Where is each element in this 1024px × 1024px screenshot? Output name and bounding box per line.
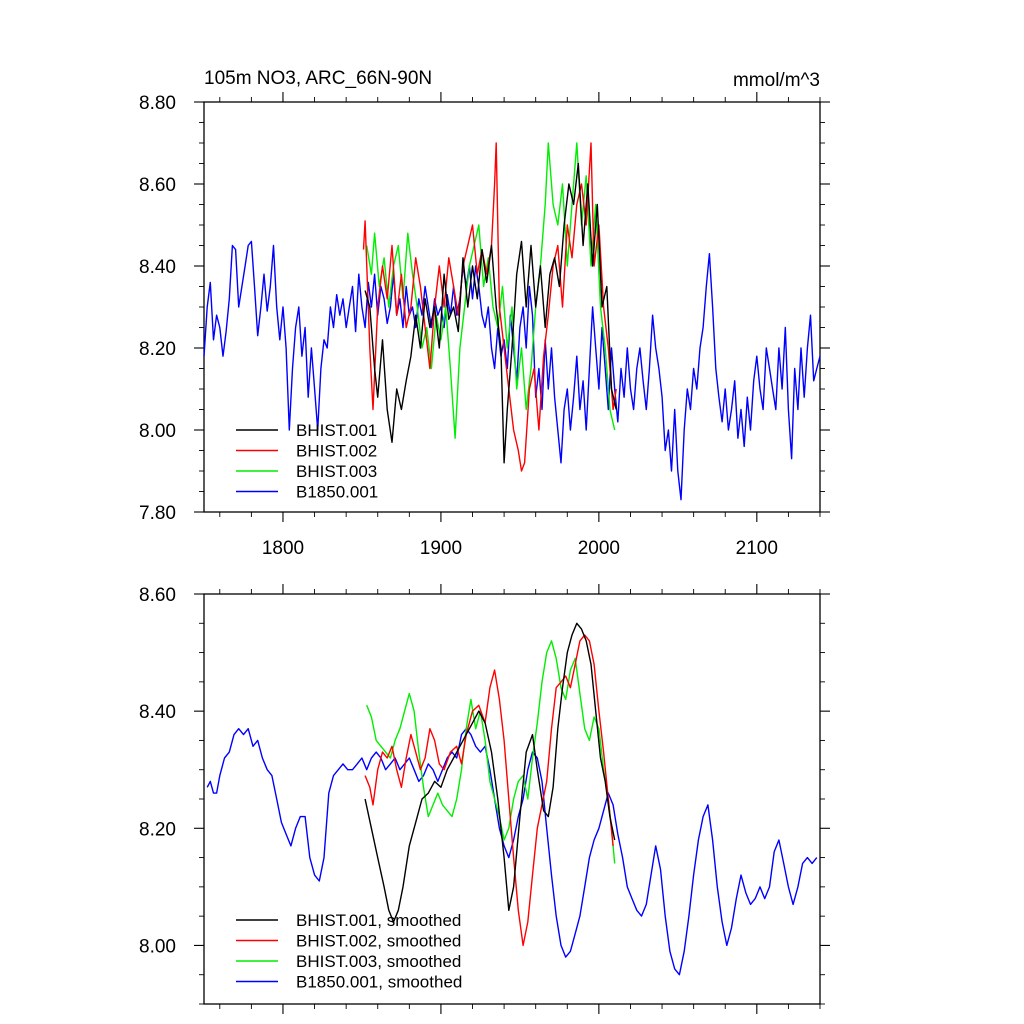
top-panel: 105m NO3, ARC_66N-90N mmol/m^3 1800 1900 2… bbox=[139, 68, 830, 559]
axis-ticks-bottom: 8.00 8.20 8.40 8.60 bbox=[139, 584, 830, 1014]
chart-title: 105m NO3, ARC_66N-90N bbox=[204, 68, 432, 89]
y-tick-label: 8.80 bbox=[139, 93, 176, 114]
x-tick-label: 1800 bbox=[262, 538, 304, 559]
legend-label: BHIST.003 bbox=[296, 462, 377, 481]
legend-label: BHIST.001, smoothed bbox=[296, 911, 461, 930]
legend-bottom: BHIST.001, smoothed BHIST.002, smoothedBH… bbox=[236, 911, 462, 992]
units-label: mmol/m^3 bbox=[733, 70, 820, 91]
y-tick-label: 8.60 bbox=[139, 175, 176, 196]
series-line bbox=[206, 728, 818, 976]
y-tick-label: 8.00 bbox=[139, 421, 176, 442]
y-tick-label: 8.20 bbox=[139, 819, 176, 840]
legend-label: BHIST.002, smoothed bbox=[296, 932, 461, 951]
legend-label: BHIST.002 bbox=[296, 442, 377, 461]
y-tick-label: 8.40 bbox=[139, 702, 176, 723]
x-tick-label: 2000 bbox=[578, 538, 620, 559]
x-tick-label: 2100 bbox=[736, 538, 778, 559]
bottom-panel: 8.008.208.408.60 BHIST.001, smoothedBHIS… bbox=[139, 584, 830, 1014]
y-tick-label: 8.20 bbox=[139, 339, 176, 360]
series-lines-bottom bbox=[206, 622, 818, 976]
series-line bbox=[362, 142, 617, 472]
series-line bbox=[364, 622, 616, 923]
series-line bbox=[364, 634, 614, 947]
x-tick-label: 1900 bbox=[420, 538, 462, 559]
series-line bbox=[366, 142, 616, 439]
series-line bbox=[203, 240, 821, 501]
axis-ticks-top: 1800 1900 2000 2100 7.80 8.00 8.20 8.40 8.60 8.80 bbox=[139, 92, 830, 559]
legend-label: B1850.001 bbox=[296, 483, 378, 502]
series-line bbox=[364, 162, 617, 464]
series-line bbox=[366, 640, 616, 864]
legend-label: BHIST.001 bbox=[296, 421, 377, 440]
legend-label: B1850.001, smoothed bbox=[296, 973, 462, 992]
y-tick-label: 8.40 bbox=[139, 257, 176, 278]
series-lines-top bbox=[203, 142, 821, 501]
y-tick-label: 7.80 bbox=[139, 503, 176, 524]
y-tick-label: 8.00 bbox=[139, 936, 176, 957]
y-tick-label: 8.60 bbox=[139, 585, 176, 606]
legend-label: BHIST.003, smoothed bbox=[296, 952, 461, 971]
